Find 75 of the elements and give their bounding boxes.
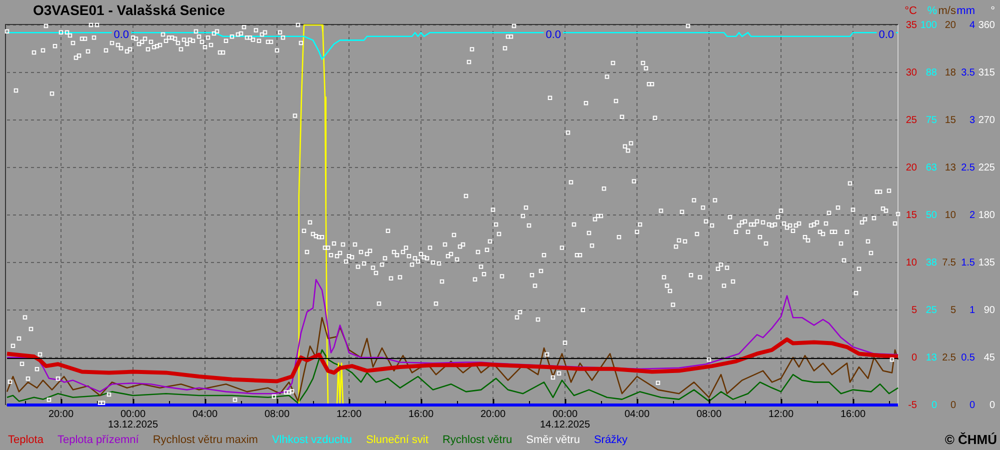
x-tick-label: 04:00 bbox=[624, 409, 650, 420]
y-tick-label: 0.5 bbox=[961, 352, 976, 364]
y-tick-label: 4 bbox=[969, 20, 976, 31]
annotation: 0.0 bbox=[114, 29, 129, 42]
x-tick-label: 04:00 bbox=[192, 409, 218, 420]
y2-tick-label: 0 bbox=[989, 400, 996, 411]
y2-tick-label: 88 bbox=[926, 67, 938, 78]
y2-tick-label: 25 bbox=[926, 304, 938, 316]
text: Směr větru bbox=[526, 433, 580, 447]
y2-tick-label: 270 bbox=[978, 114, 996, 126]
text: Teplota bbox=[8, 433, 44, 447]
y-tick-label: 0 bbox=[969, 400, 976, 411]
y3-tick-label: 15 bbox=[944, 114, 956, 126]
y2-tick-label: 180 bbox=[978, 210, 996, 221]
x-tick-label: 00:00 14.12.2025 bbox=[540, 409, 590, 430]
y-axis-title: mm bbox=[956, 5, 975, 18]
x-tick-label: 20:00 bbox=[480, 409, 506, 420]
y-tick-label: 15 bbox=[906, 210, 918, 221]
y3-tick-label: 10 bbox=[944, 210, 956, 221]
y-tick-label: 25 bbox=[906, 114, 918, 126]
x-tick-label: 08:00 bbox=[264, 409, 290, 420]
y-tick-label: 10 bbox=[906, 257, 918, 268]
y3-tick-label: 7.5 bbox=[942, 257, 956, 268]
y3-axis-title: m/s bbox=[938, 5, 956, 18]
y2-tick-label: 360 bbox=[978, 20, 996, 31]
y2-tick-label: 13 bbox=[926, 352, 938, 364]
y2-tick-label: 75 bbox=[926, 114, 938, 126]
y-axis-title: °C bbox=[904, 5, 918, 18]
text: Sluneční svit bbox=[366, 433, 428, 447]
x-tick-label: 12:00 bbox=[768, 409, 794, 420]
y-tick-label: 0 bbox=[911, 352, 918, 364]
x-tick-label: 08:00 bbox=[696, 409, 722, 420]
y3-tick-label: 13 bbox=[944, 162, 956, 174]
x-tick-label: 16:00 bbox=[840, 409, 866, 420]
y3-tick-label: 2.5 bbox=[942, 352, 956, 364]
y2-axis-title: ° bbox=[990, 5, 995, 18]
y3-tick-label: 18 bbox=[944, 67, 956, 78]
y2-tick-label: 38 bbox=[926, 257, 938, 268]
text: Rychlost větru maxim bbox=[152, 433, 258, 447]
x-tick-label: 12:00 bbox=[336, 409, 362, 420]
text: Srážky bbox=[594, 433, 628, 447]
y2-tick-label: 50 bbox=[926, 210, 938, 221]
y2-tick-label: 90 bbox=[984, 304, 996, 316]
annotation: 0.0 bbox=[878, 29, 894, 42]
y-tick-label: 2 bbox=[969, 210, 976, 221]
y2-tick-label: 225 bbox=[978, 162, 996, 174]
y2-axis-title: % bbox=[927, 5, 938, 18]
text: © ČHMÚ bbox=[944, 432, 997, 448]
chart-title: O3VASE01 - Valašská Senice bbox=[33, 2, 225, 18]
y3-tick-label: 20 bbox=[944, 20, 956, 31]
text: Teplota přízemní bbox=[57, 433, 139, 447]
y-tick-label: 35 bbox=[906, 20, 918, 31]
y-tick-label: 5 bbox=[911, 304, 918, 316]
y2-tick-label: 45 bbox=[984, 352, 996, 364]
y-tick-label: 1 bbox=[969, 304, 976, 316]
text: Vlhkost vzduchu bbox=[272, 433, 352, 447]
y2-tick-label: 100 bbox=[920, 20, 938, 31]
y-tick-label: 3 bbox=[969, 114, 976, 126]
y3-tick-label: 0 bbox=[950, 400, 956, 411]
y-tick-label: 30 bbox=[906, 67, 918, 78]
y-tick-label: 20 bbox=[906, 162, 918, 174]
y2-tick-label: 315 bbox=[978, 67, 996, 78]
y-tick-label: -5 bbox=[908, 400, 918, 411]
y3-tick-label: 5 bbox=[950, 304, 956, 316]
y2-tick-label: 135 bbox=[978, 257, 996, 268]
y2-tick-label: 0 bbox=[931, 400, 938, 411]
x-tick-label: 00:00 13.12.2025 bbox=[108, 409, 158, 430]
y-tick-label: 2.5 bbox=[961, 162, 976, 174]
y-tick-label: 3.5 bbox=[961, 67, 976, 78]
text: Rychlost větru bbox=[442, 433, 512, 447]
x-tick-label: 16:00 bbox=[408, 409, 434, 420]
y-tick-label: 1.5 bbox=[961, 257, 976, 268]
annotation: 0.0 bbox=[546, 29, 561, 42]
x-tick-label: 20:00 bbox=[48, 409, 74, 420]
y2-tick-label: 63 bbox=[926, 162, 938, 174]
